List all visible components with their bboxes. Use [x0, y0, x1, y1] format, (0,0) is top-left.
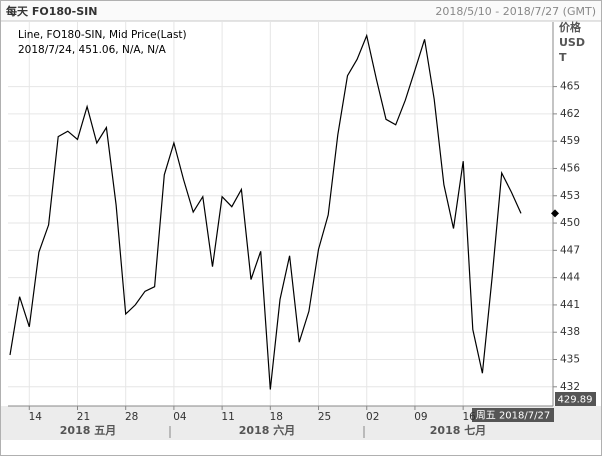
x-tick-label: 14 — [29, 411, 43, 423]
month-label: 2018 五月 — [60, 424, 116, 437]
month-label: 2018 六月 — [239, 423, 295, 437]
y-tick-label: 462 — [560, 108, 580, 120]
cursor-box — [472, 408, 554, 422]
y-tick-label: 444 — [560, 272, 580, 284]
y-tick-label: 459 — [560, 135, 580, 147]
legend-date: 2018/7/24 — [18, 44, 72, 56]
x-tick-label: 21 — [77, 411, 90, 423]
y-tick-label: 438 — [560, 326, 580, 338]
x-tick-label: 18 — [270, 411, 283, 423]
month-label: 2018 七月 — [430, 423, 486, 437]
y-axis-label: 价格 — [559, 20, 582, 34]
y-tick-label: 447 — [560, 244, 580, 256]
legend-value: 451.06 — [79, 44, 116, 56]
x-tick-label: 28 — [125, 411, 138, 423]
chart-title: 每天 FO180-SIN — [6, 4, 97, 18]
x-tick-label: 04 — [173, 411, 187, 423]
y-axis-label: T — [559, 51, 567, 64]
axis-min-box — [555, 392, 596, 406]
x-tick-label: 02 — [366, 411, 379, 423]
x-tick-label: 11 — [221, 411, 234, 423]
x-tick-label: 09 — [414, 411, 427, 423]
legend-extra: N/A — [122, 44, 141, 56]
y-tick-label: 441 — [560, 299, 580, 311]
cursor-label: 周五 2018/7/27 — [476, 410, 550, 422]
title-bar — [1, 1, 601, 21]
y-tick-label: 453 — [560, 190, 580, 202]
last-value-marker — [551, 209, 559, 218]
line-series — [9, 33, 522, 390]
date-range: 2018/5/10 - 2018/7/27 (GMT) — [435, 5, 596, 18]
x-tick-label: 16 — [462, 411, 476, 423]
axis-min-label: 429.89 — [558, 395, 593, 406]
legend-detail: 2018/7/24, 451.06, N/A, N/A — [18, 44, 167, 56]
x-tick-label: 25 — [318, 411, 331, 423]
y-tick-label: 465 — [560, 81, 580, 93]
y-axis-label: USD — [559, 36, 585, 49]
y-tick-label: 435 — [560, 354, 580, 366]
y-tick-label: 450 — [560, 217, 580, 229]
y-tick-label: 456 — [560, 162, 580, 174]
y-tick-label: 432 — [560, 381, 580, 393]
legend-title: Line, FO180-SIN, Mid Price(Last) — [18, 29, 187, 41]
legend-extra: N/A — [147, 44, 166, 56]
